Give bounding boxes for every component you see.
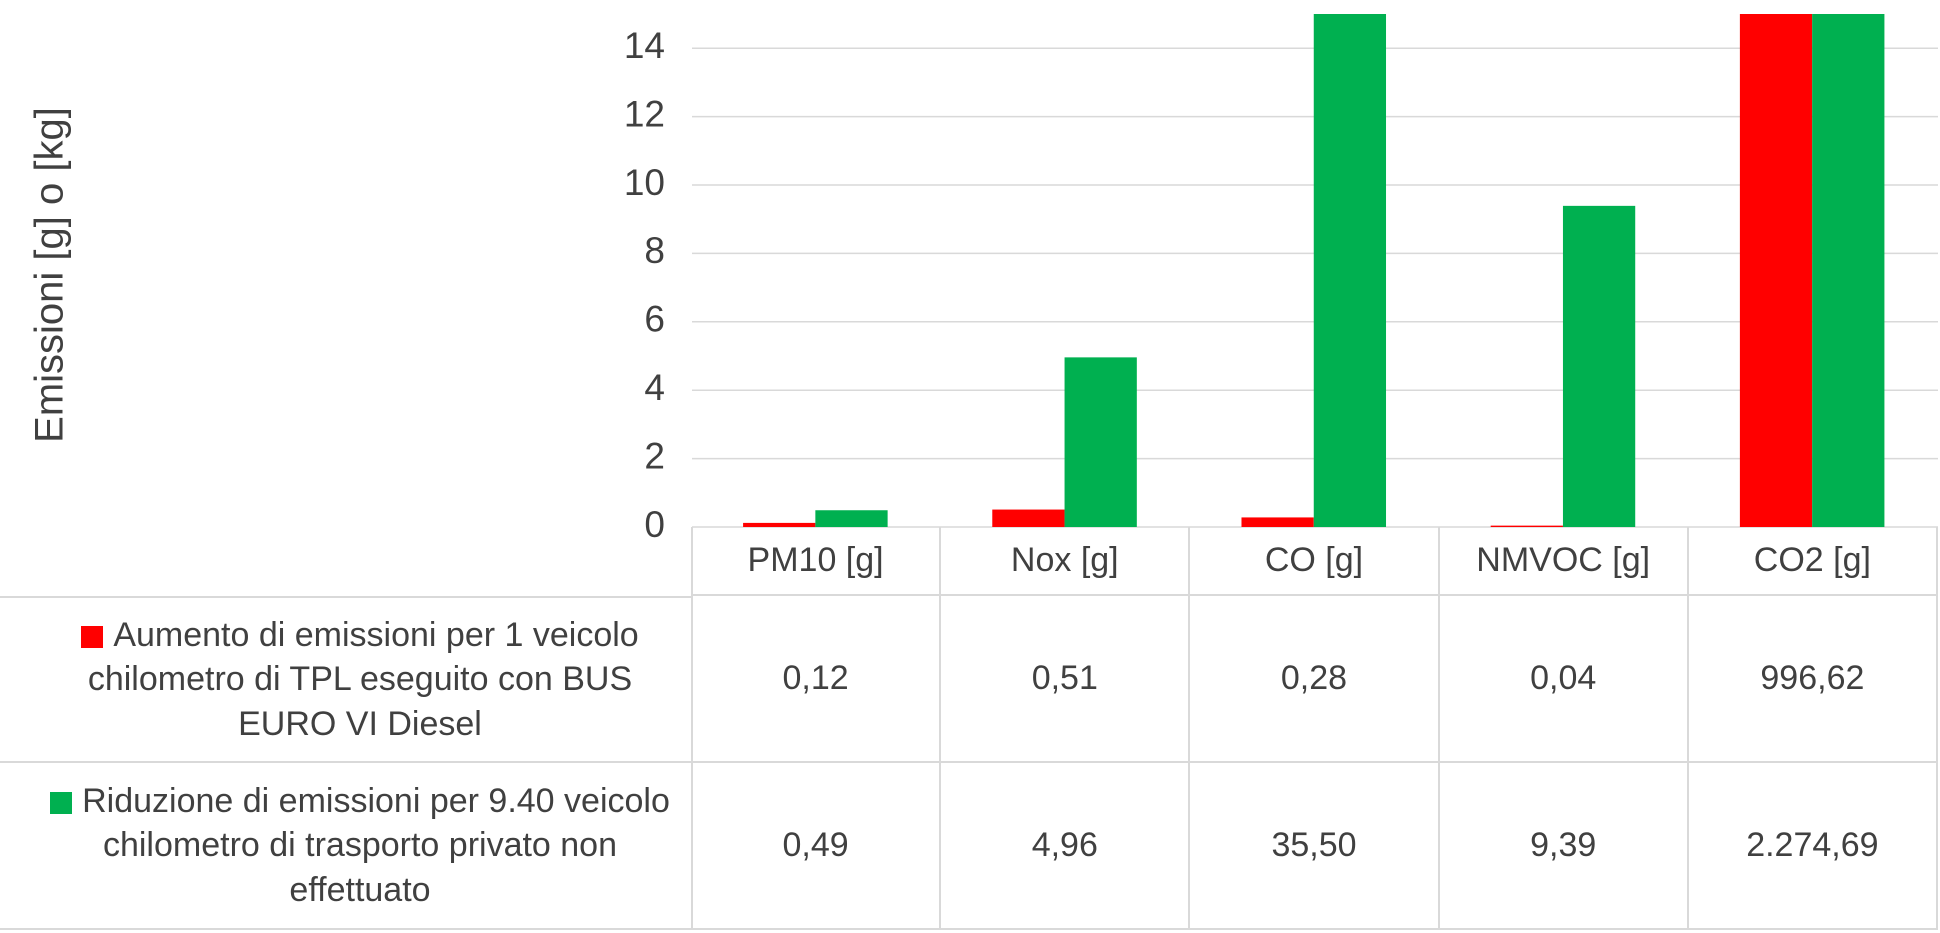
bar (1064, 357, 1137, 527)
value-cell-text: 0,04 (1530, 659, 1597, 698)
value-cell: 0,49 (692, 763, 942, 930)
y-tick-label: 10 (624, 162, 665, 203)
legend-swatch (81, 626, 104, 649)
category-cell-text: PM10 [g] (747, 541, 884, 580)
category-cell-text: CO [g] (1264, 541, 1364, 580)
value-cell-text: 0,28 (1280, 659, 1348, 698)
value-cell-text: 996,62 (1760, 659, 1865, 698)
value-cell: 996,62 (1688, 596, 1938, 763)
y-axis-label: Emissioni [g] o [kg] (28, 107, 72, 443)
value-cell-text: 9,39 (1530, 826, 1597, 865)
y-tick-label: 2 (644, 435, 665, 476)
bar (1739, 14, 1813, 527)
category-cell: CO [g] (1190, 527, 1440, 596)
y-tick-label: 4 (644, 367, 665, 408)
y-tick-label: 12 (624, 93, 665, 134)
legend-entry: Aumento di emissioni per 1 veicolo chilo… (40, 613, 680, 746)
legend-label: Aumento di emissioni per 1 veicolo chilo… (87, 616, 639, 743)
bar (1812, 14, 1885, 527)
plot-area (743, 14, 1885, 527)
category-cell: Nox [g] (941, 527, 1191, 596)
value-cell-text: 4,96 (1031, 826, 1098, 865)
bar (1241, 517, 1314, 527)
value-cell: 4,96 (941, 763, 1191, 930)
y-tick-label: 8 (644, 230, 665, 271)
value-cell: 35,50 (1190, 763, 1440, 930)
bar (815, 510, 888, 527)
value-cell-text: 0,51 (1031, 659, 1098, 698)
legend-swatch (50, 792, 73, 815)
category-cell-text: CO2 [g] (1753, 541, 1871, 580)
bar (743, 522, 816, 527)
bar (1313, 14, 1387, 527)
value-cell: 2.274,69 (1688, 763, 1938, 930)
category-cell-text: Nox [g] (1010, 541, 1119, 580)
value-cell-text: 2.274,69 (1746, 826, 1879, 865)
legend-entry: Riduzione di emissioni per 9.40 veicolo … (40, 779, 680, 912)
value-cell: 9,39 (1439, 763, 1689, 930)
value-cell: 0,51 (941, 596, 1191, 763)
value-cell-text: 0,12 (782, 659, 849, 698)
y-tick-label: 14 (624, 25, 665, 66)
value-cell: 0,04 (1439, 596, 1689, 763)
category-cell-text: NMVOC [g] (1476, 541, 1651, 580)
bar (1562, 205, 1636, 527)
value-cell: 0,28 (1190, 596, 1440, 763)
category-cell: CO2 [g] (1688, 527, 1938, 596)
y-tick-label: 0 (644, 504, 665, 545)
legend-label: Riduzione di emissioni per 9.40 veicolo … (82, 782, 670, 909)
y-tick-label: 6 (644, 299, 665, 340)
category-cell: NMVOC [g] (1439, 527, 1689, 596)
value-cell-text: 0,49 (782, 826, 849, 865)
bar (1490, 525, 1563, 527)
category-cell: PM10 [g] (692, 527, 942, 596)
legend-cell: Aumento di emissioni per 1 veicolo chilo… (0, 596, 692, 763)
value-cell: 0,12 (692, 596, 942, 763)
value-cell-text: 35,50 (1271, 826, 1357, 865)
legend-cell: Riduzione di emissioni per 9.40 veicolo … (0, 763, 692, 930)
bar (992, 509, 1065, 527)
